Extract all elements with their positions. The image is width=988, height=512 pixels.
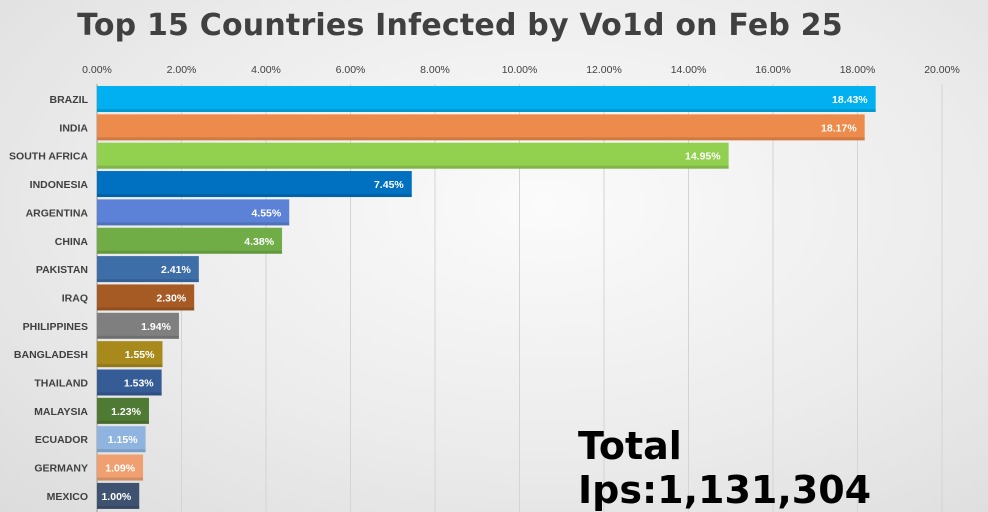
data-label: 1.94% bbox=[141, 321, 171, 333]
x-tick-label: 6.00% bbox=[336, 64, 366, 76]
data-label: 4.38% bbox=[244, 236, 274, 248]
data-label: 1.00% bbox=[101, 491, 131, 503]
bar bbox=[97, 454, 144, 481]
x-tick-label: 0.00% bbox=[82, 64, 112, 76]
bar-shadow bbox=[97, 250, 283, 254]
bar bbox=[97, 284, 195, 311]
x-tick-label: 4.00% bbox=[251, 64, 281, 76]
bar-shadow bbox=[97, 364, 163, 368]
x-tick-label: 16.00% bbox=[755, 64, 791, 76]
data-label: 14.95% bbox=[685, 151, 721, 163]
total-ips-annotation: Total Ips:1,131,304 bbox=[578, 424, 872, 512]
x-tick-label: 18.00% bbox=[840, 64, 876, 76]
data-label: 1.15% bbox=[108, 434, 138, 446]
bar bbox=[97, 171, 412, 198]
data-label: 4.55% bbox=[251, 207, 281, 219]
bar-shadow bbox=[97, 335, 179, 339]
category-label: MEXICO bbox=[47, 491, 88, 503]
bar-shadow bbox=[97, 109, 876, 112]
bar bbox=[97, 312, 179, 339]
category-label: ECUADOR bbox=[35, 434, 89, 446]
bar-shadow bbox=[97, 449, 146, 453]
data-label: 2.30% bbox=[156, 292, 186, 304]
category-label: GERMANY bbox=[34, 463, 88, 475]
x-tick-label: 10.00% bbox=[502, 64, 538, 76]
bar-shadow bbox=[97, 279, 199, 283]
bar bbox=[97, 114, 865, 141]
bar-shadow bbox=[97, 165, 729, 169]
bar bbox=[97, 369, 162, 396]
bar bbox=[97, 199, 290, 226]
data-label: 18.43% bbox=[832, 94, 868, 106]
x-tick-label: 14.00% bbox=[671, 64, 707, 76]
bar bbox=[97, 426, 146, 453]
data-label: 1.23% bbox=[111, 406, 141, 418]
data-label: 18.17% bbox=[821, 122, 857, 134]
category-label: INDIA bbox=[59, 122, 88, 134]
bar bbox=[97, 482, 140, 509]
x-tick-label: 8.00% bbox=[420, 64, 450, 76]
bar-shadow bbox=[97, 420, 149, 424]
bar-shadow bbox=[97, 222, 290, 226]
category-label: CHINA bbox=[55, 236, 89, 248]
x-tick-label: 2.00% bbox=[167, 64, 197, 76]
data-label: 1.53% bbox=[124, 378, 154, 390]
category-label: MALAYSIA bbox=[34, 406, 88, 418]
data-label: 2.41% bbox=[161, 264, 191, 276]
x-tick-label: 12.00% bbox=[586, 64, 622, 76]
category-label: THAILAND bbox=[34, 378, 88, 390]
category-label: INDONESIA bbox=[30, 179, 89, 191]
bar bbox=[97, 341, 163, 368]
data-label: 7.45% bbox=[374, 179, 404, 191]
bar bbox=[97, 256, 199, 283]
category-label: BANGLADESH bbox=[14, 349, 88, 361]
bar-shadow bbox=[97, 477, 144, 481]
data-label: 1.55% bbox=[125, 349, 155, 361]
chart-title: Top 15 Countries Infected by Vo1d on Feb… bbox=[77, 8, 843, 43]
bar bbox=[97, 86, 876, 112]
category-label: PAKISTAN bbox=[36, 264, 88, 276]
category-label: BRAZIL bbox=[50, 94, 89, 106]
bar bbox=[97, 397, 149, 424]
bar-shadow bbox=[97, 194, 412, 198]
bar bbox=[97, 142, 729, 169]
category-label: SOUTH AFRICA bbox=[9, 151, 88, 163]
category-label: PHILIPPINES bbox=[23, 321, 88, 333]
data-label: 1.09% bbox=[105, 463, 135, 475]
bar-shadow bbox=[97, 137, 865, 141]
category-label: ARGENTINA bbox=[26, 207, 89, 219]
bar-shadow bbox=[97, 505, 140, 509]
bar-shadow bbox=[97, 307, 195, 311]
bar-shadow bbox=[97, 392, 162, 396]
bar bbox=[97, 227, 283, 254]
x-tick-label: 20.00% bbox=[924, 64, 960, 76]
category-label: IRAQ bbox=[62, 292, 88, 304]
